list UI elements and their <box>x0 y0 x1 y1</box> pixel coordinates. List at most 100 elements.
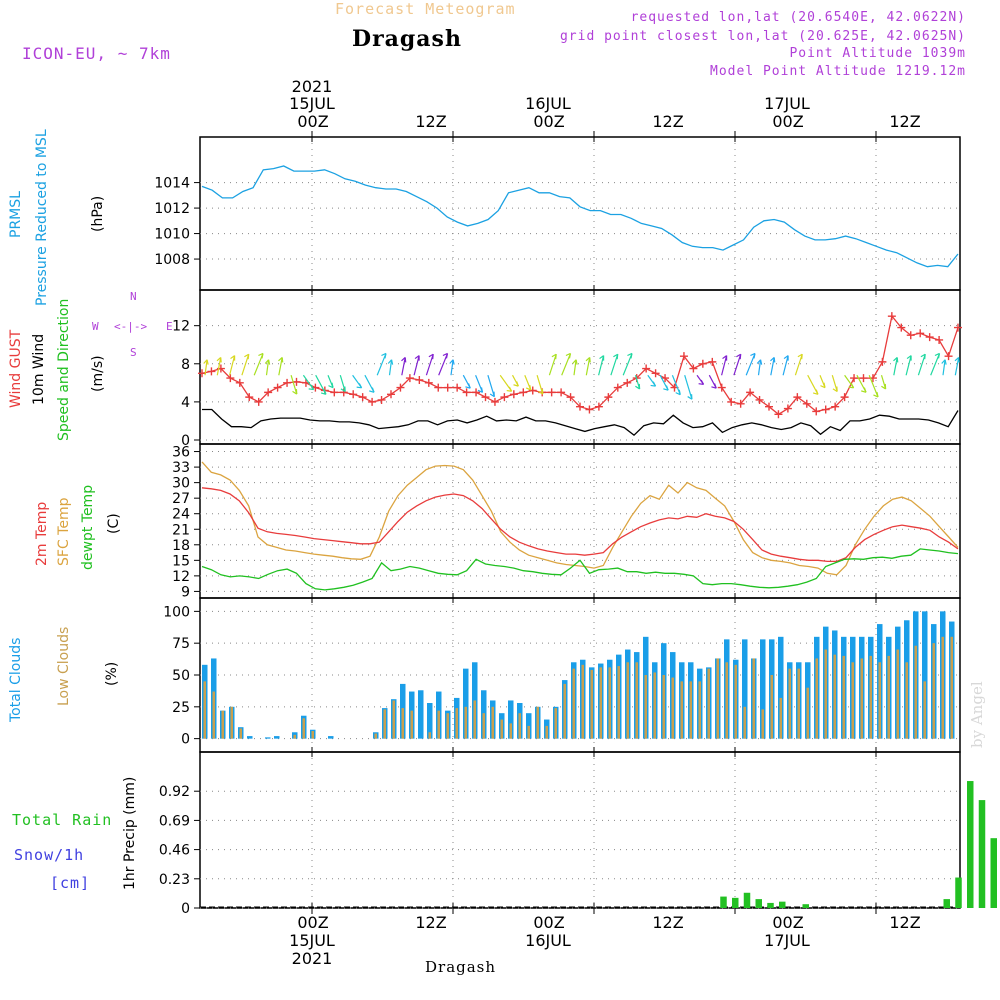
gust-line-marker <box>793 393 802 402</box>
subtitle-text: Forecast Meteogram <box>335 0 516 18</box>
wind-arrow <box>438 353 449 376</box>
wind-arrowhead <box>783 355 789 361</box>
wind-arrowhead <box>650 381 657 387</box>
gust-line-marker <box>746 388 755 397</box>
wind-arrowhead <box>572 359 578 365</box>
wind-arrow <box>229 355 236 376</box>
low-cloud-bar <box>869 655 872 739</box>
wind-arrow <box>782 355 789 376</box>
top-date-label: 15JUL <box>289 94 335 113</box>
temp-label-dewpt: dewpt Temp <box>80 484 96 570</box>
low-cloud-bar <box>734 664 737 739</box>
gust-line-marker <box>850 374 859 383</box>
wind-arrow <box>598 355 605 376</box>
low-cloud-bar <box>221 710 224 739</box>
low-cloud-bar <box>410 710 413 739</box>
clouds-label-total: Total Clouds <box>8 637 24 722</box>
pressure-label-unit: (hPa) <box>90 195 106 232</box>
pressure-line <box>201 165 959 268</box>
gust-line-marker <box>944 352 953 361</box>
bottom-hour-label: 00Z <box>772 913 804 932</box>
gust-line-marker <box>292 377 301 386</box>
total-cloud-bar <box>274 736 280 739</box>
wind-arrow <box>413 355 420 376</box>
low-cloud-bar <box>698 681 701 739</box>
low-cloud-bar <box>833 654 836 739</box>
total-cloud-bar <box>508 700 514 739</box>
total-cloud-bar <box>328 736 334 739</box>
low-cloud-bar <box>689 681 692 739</box>
gust-line-marker <box>689 364 698 373</box>
panel-frame <box>199 751 961 909</box>
y-tick-label: 0 <box>181 433 190 449</box>
wind-arrowhead <box>538 389 544 395</box>
wind-label-unit: (m/s) <box>90 355 106 392</box>
wind-arrow <box>671 374 681 395</box>
wind-arrow <box>684 375 693 400</box>
gust-line-marker <box>415 375 424 384</box>
low-cloud-bar <box>581 664 584 739</box>
gust-line-marker <box>698 359 707 368</box>
wind-arrowhead <box>711 383 717 389</box>
gust-line-marker <box>897 323 906 332</box>
wind-arrowhead <box>292 389 298 395</box>
gust-line-marker <box>906 331 915 340</box>
low-cloud-bar <box>662 675 665 739</box>
gust-line-marker <box>226 374 235 383</box>
low-cloud-bar <box>509 723 512 739</box>
wind-arrowhead <box>387 359 394 365</box>
low-cloud-bar <box>527 725 530 739</box>
rain-bar <box>943 899 950 908</box>
wind-arrow <box>573 359 577 376</box>
rain-bar <box>732 897 739 908</box>
low-cloud-bar <box>752 658 755 739</box>
bottom-date-label: 15JUL <box>289 931 335 950</box>
low-cloud-bar <box>950 636 953 739</box>
wind-arrowhead <box>230 355 236 361</box>
wind-arrowhead <box>328 382 334 389</box>
y-tick-label: 0.92 <box>159 784 190 800</box>
gust-line-marker <box>557 388 566 397</box>
low-cloud-bar <box>563 683 566 739</box>
wind-arrowhead <box>414 355 420 361</box>
low-cloud-bar <box>545 725 548 739</box>
wind-label-10m: 10m Wind <box>31 333 47 405</box>
low-cloud-bar <box>680 681 683 739</box>
wind-arrowhead <box>264 359 271 365</box>
t2m-line <box>201 487 959 563</box>
wind-arrowhead <box>308 384 315 391</box>
y-tick-label: 24 <box>172 507 190 523</box>
bottom-hour-label: 00Z <box>297 913 329 932</box>
wind-arrowhead <box>797 353 803 360</box>
wind-arrow <box>536 375 544 395</box>
footer-location: Dragash <box>425 958 497 976</box>
low-cloud-bar <box>797 668 800 739</box>
gust-line-marker <box>812 407 821 416</box>
wind-arrow <box>757 359 762 376</box>
low-cloud-bar <box>878 662 881 739</box>
low-cloud-bar <box>914 645 917 739</box>
wind-arrowhead <box>203 359 209 365</box>
wind10m-line <box>202 408 959 437</box>
gust-line-marker <box>585 405 594 414</box>
gust-line-marker <box>604 393 613 402</box>
low-cloud-bar <box>392 700 395 739</box>
gust-line-marker <box>472 388 481 397</box>
wind-arrowhead <box>635 383 641 390</box>
gust-line-marker <box>954 323 962 332</box>
gust-line-marker <box>727 397 736 406</box>
y-tick-label: 1008 <box>154 252 190 268</box>
bottom-date-label: 16JUL <box>525 931 571 950</box>
pressure-label-prmsl: PRMSL <box>8 191 24 238</box>
wind-arrowhead <box>525 384 532 391</box>
subtitle: Forecast Meteogram <box>335 0 516 18</box>
wind-arrow <box>401 357 406 376</box>
gust-line-marker <box>273 383 282 392</box>
top-hour-label: 00Z <box>533 112 565 131</box>
wind-arrow <box>487 375 495 397</box>
pressure-label-name: Pressure Reduced to MSL <box>34 129 50 306</box>
wind-arrowhead <box>244 353 250 360</box>
total-cloud-bar <box>778 636 784 739</box>
gust-line-marker <box>831 402 840 411</box>
wind-arrowhead <box>881 383 887 390</box>
